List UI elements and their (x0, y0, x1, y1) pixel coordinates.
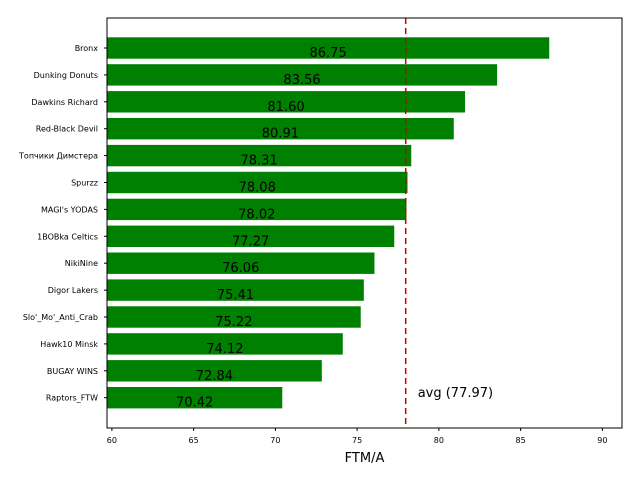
bar-value-label: 80.91 (262, 127, 299, 142)
bar-value-label: 74.12 (206, 342, 243, 357)
bar-value-label: 77.27 (232, 234, 269, 249)
y-tick-label: Red-Black Devil (36, 125, 98, 134)
x-tick-label: 70 (270, 436, 280, 445)
bar (107, 37, 550, 59)
bar (107, 360, 322, 382)
bar (107, 171, 408, 194)
y-tick-label: Dawkins Richard (31, 98, 98, 107)
y-tick-label: MAGI's YODAS (41, 205, 98, 214)
bar (107, 333, 343, 355)
bar-value-label: 83.56 (283, 73, 320, 88)
y-tick-label: Hawk10 Minsk (40, 340, 98, 349)
y-tick-label: Bronx (75, 44, 99, 53)
y-tick-label: Топчики Димстера (18, 152, 98, 161)
bar-value-label: 78.08 (239, 181, 276, 196)
bar (107, 387, 283, 409)
bar (107, 225, 395, 247)
bar (107, 252, 375, 274)
bar-value-label: 78.31 (241, 154, 278, 169)
y-tick-label: 1BOBka Celtics (37, 232, 98, 241)
x-tick-label: 80 (434, 436, 444, 445)
y-tick-label: Slo'_Mo'_Anti_Crab (23, 313, 98, 322)
value-labels-group: 86.75 83.56 81.60 80.91 78.31 78.08 78.02 77.27… (176, 46, 347, 411)
x-tick-label: 90 (597, 436, 607, 445)
average-label: avg (77.97) (418, 386, 493, 401)
y-tick-label: Dunking Donuts (34, 71, 98, 80)
bar-value-label: 70.42 (176, 396, 213, 411)
x-tick-label: 85 (516, 436, 526, 445)
y-tick-label: Raptors_FTW (46, 394, 98, 403)
y-tick-label: NikiNine (65, 259, 98, 268)
bar (107, 198, 407, 221)
x-tick-label: 75 (352, 436, 362, 445)
x-ticks-group: 60 65 70 75 80 85 90 (107, 428, 607, 445)
bar-value-label: 75.22 (215, 315, 252, 330)
x-tick-label: 65 (189, 436, 199, 445)
y-tick-labels-group: Bronx Dunking Donuts Dawkins Richard Red-Bl… (18, 44, 107, 403)
y-tick-label: Digor Lakers (48, 286, 98, 295)
y-tick-label: Spurzz (71, 179, 98, 188)
bar-value-label: 78.02 (238, 207, 275, 222)
bar (107, 118, 454, 140)
bar-value-label: 76.06 (222, 261, 259, 276)
bar-value-label: 75.41 (217, 288, 254, 303)
plot-frame (106, 17, 623, 429)
bar (107, 64, 498, 86)
bar (107, 306, 361, 328)
x-tick-label: 60 (107, 436, 117, 445)
y-tick-label: BUGAY WINS (47, 367, 98, 376)
x-axis-label: FTM/A (345, 451, 385, 466)
bar (107, 91, 466, 113)
bar-value-label: 86.75 (310, 46, 347, 61)
bar (107, 279, 364, 301)
bar-value-label: 81.60 (267, 100, 304, 115)
bar (107, 144, 412, 167)
bar-value-label: 72.84 (196, 369, 233, 384)
bars-group (107, 37, 550, 409)
